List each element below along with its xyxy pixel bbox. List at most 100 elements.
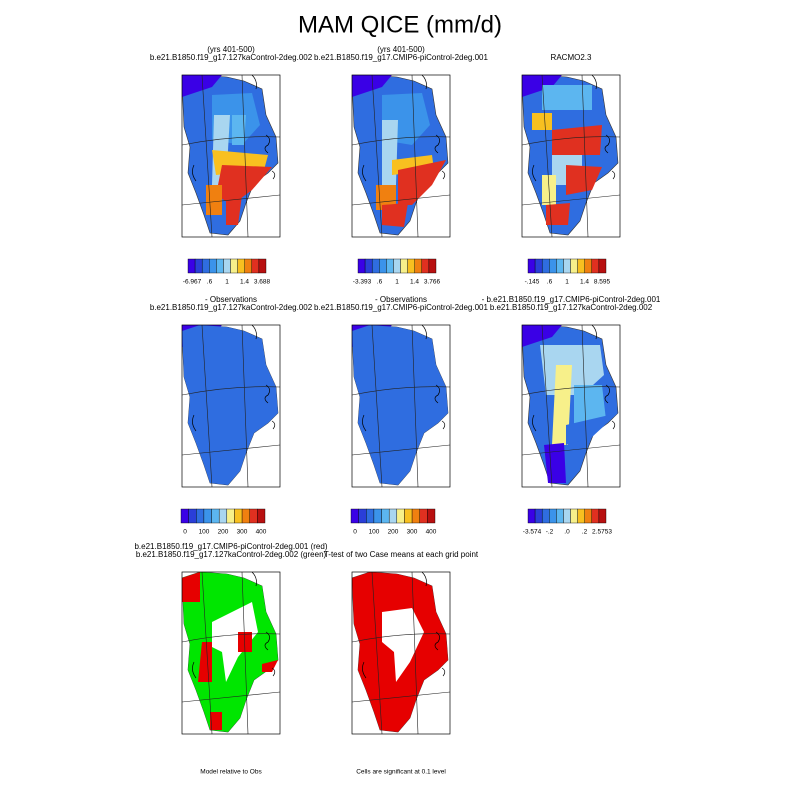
- field-cell: [212, 602, 258, 682]
- panel-title: b.e21.B1850.f19_g17.CMIP6-piControl-2deg…: [314, 53, 488, 62]
- map: [521, 324, 621, 488]
- map-layers: [182, 75, 280, 237]
- colorbar-label: -6.967: [183, 279, 202, 286]
- colorbar-label: 200: [388, 529, 399, 536]
- field-cell: [552, 125, 602, 155]
- colorbar-swatch: [428, 258, 437, 274]
- grid-meridians: [182, 572, 280, 734]
- colorbar-swatch: [196, 508, 205, 524]
- coast: [192, 75, 276, 182]
- colorbar-label: 0: [183, 529, 187, 536]
- colorbar-label: -.145: [525, 279, 540, 286]
- map: [351, 571, 451, 735]
- colorbar-swatch: [187, 258, 196, 274]
- colorbar-swatch: [180, 508, 189, 524]
- colorbar-swatch: [386, 258, 394, 274]
- coast: [192, 325, 276, 432]
- colorbar-swatch: [414, 258, 423, 274]
- colorbar-swatch: [257, 508, 266, 524]
- colorbar-swatch: [350, 508, 359, 524]
- colorbar-label: 1.4: [240, 279, 249, 286]
- panel-title: b.e21.B1850.f19_g17.CMIP6-piControl-2deg…: [134, 542, 327, 551]
- colorbar-swatch: [216, 258, 224, 274]
- colorbar-swatch: [211, 508, 220, 524]
- grid-meridians: [352, 325, 450, 487]
- colorbar-label: 100: [369, 529, 380, 536]
- colorbar-swatch: [241, 508, 250, 524]
- colorbar-label: 1: [565, 279, 569, 286]
- panel-title: - Observations: [205, 295, 257, 304]
- colorbar-swatch: [534, 258, 543, 274]
- colorbar-label: 300: [237, 529, 248, 536]
- colorbar-swatch: [584, 258, 593, 274]
- field-cell: [566, 165, 602, 195]
- field-cell: [542, 85, 592, 110]
- map-layers: [522, 325, 620, 487]
- colorbar-label: .6: [207, 279, 213, 286]
- colorbar-label: 1.4: [410, 279, 419, 286]
- colorbar-label: 400: [426, 529, 437, 536]
- field-cell: [532, 113, 552, 130]
- colorbar-swatch: [258, 258, 267, 274]
- colorbar-swatch: [421, 258, 430, 274]
- colorbar-label: 200: [218, 529, 229, 536]
- colorbar-label: 8.595: [594, 279, 611, 286]
- coast: [362, 75, 446, 182]
- colorbar-swatch: [218, 508, 228, 524]
- colorbar-swatch: [358, 508, 367, 524]
- colorbar-swatch: [400, 258, 408, 274]
- colorbar-label: 2.5753: [592, 529, 612, 536]
- map-frame: [351, 324, 451, 488]
- colorbar-swatch: [549, 258, 557, 274]
- grid-meridians: [352, 572, 450, 734]
- map: [181, 324, 281, 488]
- panel-title: b.e21.B1850.f19_g17.127kaControl-2deg.00…: [150, 53, 313, 62]
- panel-title: RACMO2.3: [551, 53, 592, 62]
- map: [351, 324, 451, 488]
- colorbar-swatch: [570, 508, 578, 524]
- coast: [362, 572, 446, 679]
- panel-title: (yrs 401-500): [377, 45, 425, 54]
- field-cell: [382, 608, 424, 682]
- field-cell: [210, 712, 222, 730]
- colorbar-swatch: [419, 508, 428, 524]
- ice-top: [182, 75, 222, 97]
- panel-title: - Observations: [375, 295, 427, 304]
- field-cell: [226, 195, 242, 225]
- colorbar-label: .0: [564, 529, 570, 536]
- colorbar-swatch: [226, 508, 235, 524]
- colorbar-swatch: [396, 508, 405, 524]
- colorbar-swatch: [411, 508, 420, 524]
- colorbar-swatch: [373, 508, 382, 524]
- panel-title: b.e21.B1850.f19_g17.127kaControl-2deg.00…: [150, 303, 313, 312]
- colorbar-swatch: [527, 258, 536, 274]
- field-cell: [382, 203, 408, 227]
- map-frame: [181, 74, 281, 238]
- colorbar-swatch: [591, 258, 600, 274]
- colorbar-label: 1: [395, 279, 399, 286]
- field-cell: [574, 385, 606, 425]
- map-layers: [352, 325, 450, 487]
- grid-meridians: [182, 325, 280, 487]
- colorbar-swatch: [577, 508, 585, 524]
- colorbar-swatch: [251, 258, 260, 274]
- colorbar-label: .6: [377, 279, 383, 286]
- colorbar-swatch: [381, 508, 390, 524]
- field-cell: [544, 443, 566, 483]
- map-frame: [351, 571, 451, 735]
- colorbar-swatch: [556, 258, 564, 274]
- grid-meridians: [352, 75, 450, 237]
- colorbar-swatch: [598, 258, 607, 274]
- colorbar-swatch: [404, 508, 413, 524]
- map-frame: [181, 324, 281, 488]
- colorbar-swatch: [584, 508, 593, 524]
- grid-meridians: [182, 75, 280, 237]
- map-frame: [351, 74, 451, 238]
- map: [351, 74, 451, 238]
- colorbar-swatch: [366, 508, 375, 524]
- map-frame: [521, 324, 621, 488]
- colorbar-label: .6: [547, 279, 553, 286]
- colorbar-label: 400: [256, 529, 267, 536]
- field-cell: [398, 160, 446, 205]
- map-layers: [182, 325, 280, 487]
